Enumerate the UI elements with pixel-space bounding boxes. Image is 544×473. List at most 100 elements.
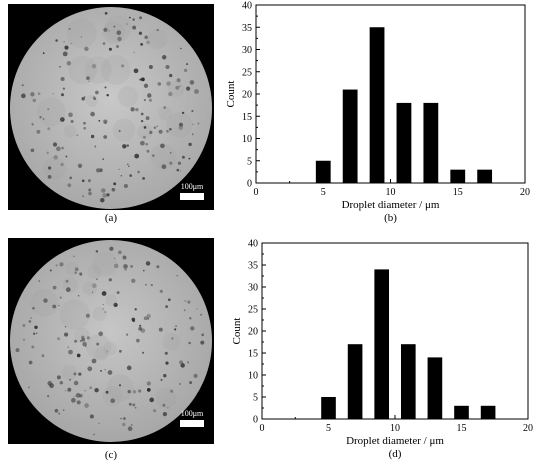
droplet [81, 179, 85, 183]
droplet [153, 409, 157, 413]
droplet [47, 108, 50, 111]
droplet [69, 176, 73, 180]
y-tick-label: 20 [242, 90, 252, 101]
shading-blob [167, 80, 185, 98]
droplet [139, 324, 142, 327]
droplet [91, 63, 97, 69]
droplet [76, 353, 81, 358]
droplet [157, 82, 162, 86]
droplet [143, 83, 149, 88]
droplet [201, 333, 205, 337]
shading-blob [147, 29, 168, 50]
x-tick-label: 20 [520, 187, 530, 198]
droplet [156, 125, 158, 127]
droplet [108, 30, 110, 32]
droplet [67, 183, 72, 188]
droplet [169, 73, 173, 78]
droplet [55, 39, 58, 42]
droplet [89, 386, 93, 390]
droplet [189, 381, 193, 385]
shading-blob [137, 124, 153, 140]
droplet [67, 346, 69, 348]
droplet [132, 25, 137, 30]
bar [396, 102, 412, 183]
droplet [96, 342, 100, 346]
droplet [59, 262, 64, 267]
droplet [36, 332, 38, 334]
droplet [118, 384, 122, 387]
droplet [178, 125, 184, 130]
droplet [186, 86, 191, 91]
droplet [134, 153, 140, 159]
droplet [186, 63, 188, 66]
droplet [88, 191, 92, 196]
droplet [108, 47, 112, 51]
droplet [90, 111, 95, 117]
droplet [187, 300, 191, 304]
droplet [153, 126, 157, 129]
droplet [84, 46, 89, 52]
micrograph-a: 100μm [8, 4, 214, 210]
droplet [102, 308, 104, 310]
droplet [193, 373, 198, 378]
y-tick-label: 40 [248, 239, 258, 250]
droplet [142, 351, 145, 354]
droplet [110, 398, 116, 404]
droplet [65, 279, 69, 283]
droplet [59, 381, 63, 385]
droplet [197, 122, 200, 125]
shading-blob [158, 106, 173, 121]
droplet [95, 90, 99, 95]
droplet [170, 389, 174, 393]
y-tick-label: 25 [242, 67, 252, 78]
droplet [132, 389, 137, 394]
droplet [54, 408, 59, 413]
droplet [118, 129, 121, 133]
scale-bar-a [180, 193, 204, 200]
droplet [81, 337, 86, 342]
droplet [102, 42, 106, 45]
droplet [127, 426, 133, 431]
droplet [32, 306, 35, 310]
droplet [49, 383, 54, 389]
droplet [129, 174, 132, 177]
x-axis-label: Droplet diameter / μm [346, 435, 444, 447]
shading-blob [94, 346, 109, 361]
droplet [76, 400, 81, 405]
droplet [15, 348, 20, 353]
droplet [148, 65, 153, 69]
droplet [109, 246, 114, 251]
droplet [22, 323, 26, 328]
droplet [104, 369, 106, 371]
droplet [95, 250, 99, 253]
droplet [146, 381, 151, 386]
droplet [189, 317, 192, 320]
droplet [127, 389, 131, 394]
droplet [60, 162, 64, 167]
droplet [21, 84, 24, 87]
droplet [78, 372, 82, 376]
droplet [76, 134, 79, 137]
droplet [169, 151, 172, 154]
droplet [126, 365, 132, 371]
shading-blob [86, 334, 112, 360]
x-tick-label: 10 [390, 423, 400, 434]
droplet [132, 18, 135, 21]
droplet [200, 340, 205, 345]
shading-blob [36, 97, 66, 127]
droplet [48, 166, 52, 170]
shading-blob [84, 56, 112, 84]
shading-blob [92, 306, 107, 321]
shading-blob [117, 86, 139, 107]
droplet [64, 325, 67, 328]
bar [342, 89, 358, 183]
droplet [85, 313, 90, 318]
bar [369, 27, 385, 183]
shading-blob [150, 143, 177, 170]
droplet [147, 317, 150, 320]
droplet [31, 345, 35, 349]
y-tick-label: 35 [242, 23, 252, 34]
droplet [189, 80, 195, 85]
shading-blob [100, 55, 131, 85]
droplet [52, 93, 54, 95]
